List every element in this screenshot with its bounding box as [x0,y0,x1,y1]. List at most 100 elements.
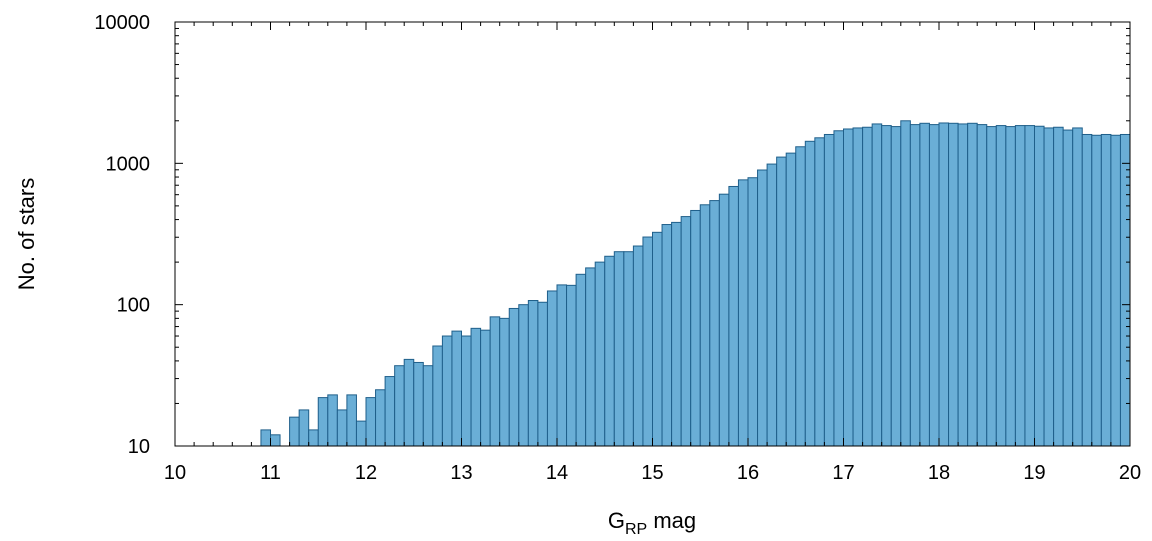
histogram-bar [1034,125,1045,447]
x-axis-label: GRP mag [608,508,696,538]
histogram-bar [346,394,357,447]
x-tick-label: 15 [641,462,663,484]
x-tick-label: 13 [450,462,472,484]
histogram-bar [862,126,873,447]
x-tick-labels: 10 11 12 13 14 15 16 17 18 19 20 [164,462,1141,484]
histogram-bar [375,389,386,447]
histogram-bar [489,316,501,447]
histogram-bar [642,236,654,447]
x-tick-label: 12 [355,462,377,484]
histogram-bar [480,329,491,447]
y-tick-label: 100 [117,295,150,317]
histogram-bar [470,327,482,447]
histogram-bar [527,300,539,447]
histogram-bar [594,261,606,447]
histogram-bar [298,409,310,447]
histogram-bar [308,429,319,447]
histogram-bar [995,125,1007,447]
x-tick-label: 11 [260,462,281,484]
histogram-bar [661,224,673,447]
histogram-bar [1014,125,1026,447]
histogram-bar [422,365,434,447]
histogram-bar [680,216,692,447]
histogram-bar [1081,133,1093,447]
histogram-bar [728,185,739,447]
histogram-bar [623,251,634,447]
histogram-bar [546,290,558,447]
histogram-bar [508,307,520,447]
histogram-bar [613,251,625,447]
histogram-bar [632,245,644,447]
histogram-bar [355,420,367,447]
histogram-bar [499,317,510,447]
histogram-bar [413,361,424,447]
histogram-bar [814,137,825,447]
histogram-bar [699,204,711,447]
histogram-bar [1072,127,1083,447]
histogram-bar [785,152,797,447]
histogram-bar [871,123,883,447]
x-tick-label: 14 [546,462,568,484]
histogram-bar [671,221,682,447]
histogram-bar [757,169,768,447]
histogram-bar [948,122,959,447]
histogram-bar [795,146,806,447]
y-tick-label: 1000 [106,153,151,175]
histogram-bar [1110,134,1121,447]
histogram-bar [709,200,720,447]
x-tick-label: 18 [928,462,950,484]
histogram-bar [260,429,272,447]
x-axis-label-subscript: RP [625,521,647,538]
histogram-bar [1024,125,1035,447]
histogram-bar [394,365,405,447]
histogram-bar [585,267,596,447]
histogram-bar [1053,126,1064,447]
x-tick-label: 20 [1119,462,1141,484]
histogram-bar [1100,133,1112,447]
histogram-bar [852,127,864,447]
histogram-bar [843,128,854,447]
y-tick-label: 10 [128,436,150,458]
histogram-bar [432,345,443,447]
histogram-bar [919,122,930,447]
histogram-bar [766,163,778,447]
histogram-bar [1005,126,1016,447]
histogram-bar [823,133,835,447]
histogram-bar [1119,133,1131,447]
histogram-bar [747,177,759,447]
x-tick-label: 16 [737,462,759,484]
histogram-bar [1062,129,1074,447]
histogram-bar [556,284,568,447]
histogram-bar [909,124,921,447]
axis-ticks [174,21,1131,447]
x-axis-label-main: G [608,508,625,533]
histogram-bar [327,394,338,447]
x-tick-label: 17 [832,462,854,484]
histogram-bar [976,124,988,447]
y-tick-label: 10000 [94,12,150,34]
histogram-bar [451,330,463,447]
histogram-bar [881,125,892,447]
histogram-bars [260,120,1131,447]
histogram-bar [967,122,978,447]
y-tick-labels: 10 100 1000 10000 [94,12,150,458]
histogram-bar [737,179,749,447]
histogram-bar [604,255,615,447]
histogram-bar [900,120,911,447]
x-axis-label-rest: mag [647,508,696,533]
histogram-bar [938,122,950,447]
histogram-bar [566,284,577,447]
histogram-bar [317,397,329,447]
histogram-bar [928,124,940,447]
histogram-bar [776,156,787,447]
y-axis-label: No. of stars [14,178,39,290]
histogram-bar [441,335,453,447]
histogram-bar [289,416,300,447]
histogram-bar [403,358,415,447]
histogram-bar [804,140,816,447]
histogram-bar [461,335,472,447]
histogram-bar [384,376,396,447]
histogram-bar [1043,127,1055,447]
histogram-bar [718,193,730,447]
